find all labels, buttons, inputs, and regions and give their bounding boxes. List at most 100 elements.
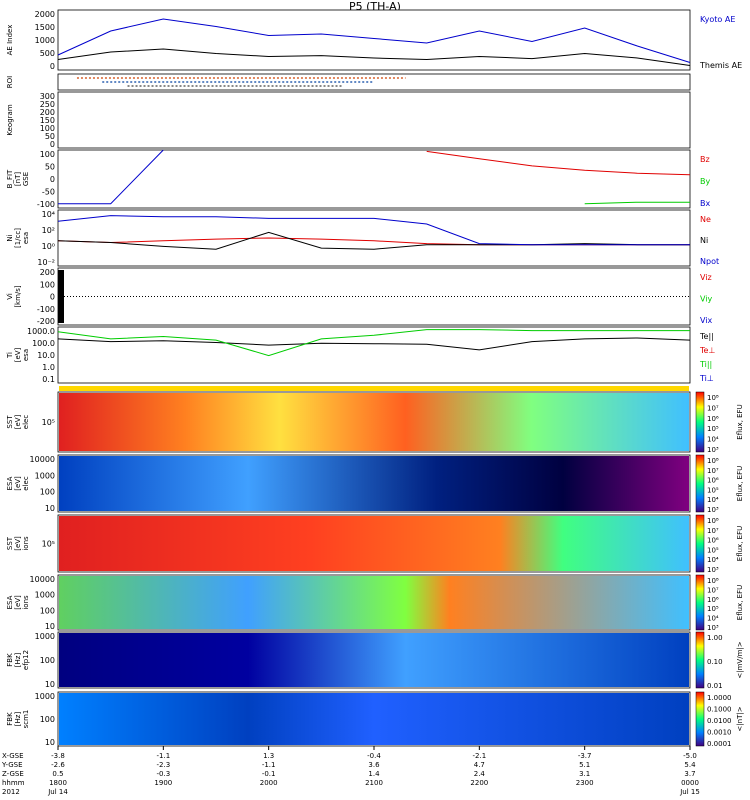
series-kyotoae-line xyxy=(57,18,691,63)
colorbar-tick: 10⁷ xyxy=(707,404,719,412)
colorbar-tick: 10⁶ xyxy=(707,596,719,604)
spectrogram-sste xyxy=(59,393,689,451)
panel-esai-tick: 100 xyxy=(40,606,55,615)
panel-bfit-ylabel: GSE xyxy=(22,172,30,186)
colorbar-cb2 xyxy=(695,454,705,513)
xaxis-tick-label: -2.1 xyxy=(472,752,486,760)
legend-ni: Ni xyxy=(700,236,708,245)
panel-ti-tick: 10.0 xyxy=(37,351,55,360)
colorbar-tick: 10⁶ xyxy=(707,477,719,485)
panel-ti-tick: 100.0 xyxy=(32,339,55,348)
xaxis-tick-label: 2200 xyxy=(470,779,488,787)
panel-fbkb-tick: 1000 xyxy=(35,692,55,701)
panel-ae-ylabel: AE Index xyxy=(6,25,14,56)
colorbar-tick: 10⁷ xyxy=(707,527,719,535)
panel-ni-tick: 10⁰ xyxy=(42,242,55,251)
panel-fbkb-ylabel: FBK xyxy=(6,712,14,726)
panel-roi-ylabel: ROI xyxy=(6,76,14,88)
panel-esai-ylabel: [eV] xyxy=(14,595,22,610)
panel-esae-ylabel: elec xyxy=(22,476,30,491)
series-te-line xyxy=(57,337,691,351)
xaxis-row-label: X-GSE xyxy=(2,752,24,760)
panel-ni-ylabel: esa xyxy=(22,232,30,244)
legend-ae: Kyoto AE xyxy=(700,15,735,24)
xaxis-tick-label: -1.1 xyxy=(262,761,276,769)
xaxis-tick-label: -2.6 xyxy=(51,761,65,769)
panel-fbke-ylabel: efp12 xyxy=(22,650,30,670)
colorbar-tick: 10⁷ xyxy=(707,586,719,594)
legend-ti: Ti|| xyxy=(699,360,712,369)
legend-bfit: Bz xyxy=(700,155,710,164)
xaxis-tick-label: -0.3 xyxy=(156,770,170,778)
colorbar-cb1 xyxy=(695,391,705,453)
colorbar-tick: 10⁶ xyxy=(707,537,719,545)
series-ti-line xyxy=(57,329,690,357)
panel-bfit-ylabel: B_FIT xyxy=(6,169,14,188)
xaxis-row-label: hhmm xyxy=(2,779,25,787)
colorbar-label: Eflux, EFU xyxy=(736,466,744,501)
panel-fbkb-tick: 100 xyxy=(40,715,55,724)
panel-bfit-tick: -50 xyxy=(42,188,55,197)
panel-ssti-tick: 10⁵ xyxy=(42,540,55,549)
orbit-bar xyxy=(59,386,689,391)
series-themisae-line xyxy=(57,48,691,66)
colorbar-label: Eflux, EFU xyxy=(736,404,744,439)
xaxis-tick-label: Jul 15 xyxy=(679,788,700,796)
panel-keogram-frame xyxy=(57,91,691,149)
colorbar-label: <|mV/m|> xyxy=(736,641,744,678)
xaxis-tick-label: 0000 xyxy=(681,779,699,787)
panel-keogram-ylabel: Keogram xyxy=(6,104,14,135)
legend-ni: Npot xyxy=(700,257,719,266)
panel-ti-tick: 1000.0 xyxy=(27,327,55,336)
legend-ni: Ne xyxy=(700,215,711,224)
panel-ae-tick: 500 xyxy=(40,49,55,58)
panel-esae-ylabel: ESA xyxy=(6,476,14,490)
colorbar-cb4 xyxy=(695,574,705,631)
xaxis-row-label: Y-GSE xyxy=(1,761,23,769)
xaxis-tick-label: 0.5 xyxy=(52,770,63,778)
xaxis-tick-label: -0.1 xyxy=(262,770,276,778)
panel-fbke-tick: 10 xyxy=(45,680,55,689)
panel-ti-ylabel: Ti xyxy=(6,352,14,359)
colorbar-tick: 10⁴ xyxy=(707,556,719,564)
series-bz-line xyxy=(426,150,691,176)
series-by-line xyxy=(584,201,690,205)
panel-fbke-tick: 1000 xyxy=(35,632,55,641)
panel-ni-tick: 10² xyxy=(42,226,55,235)
xaxis-tick-label: 2.4 xyxy=(474,770,486,778)
panel-bfit-frame xyxy=(57,149,691,209)
xaxis-tick-label: 2000 xyxy=(260,779,278,787)
panel-esai-tick: 10000 xyxy=(30,575,55,584)
legend-ti: Te⊥ xyxy=(699,346,715,355)
panel-vi-tick: 0 xyxy=(50,293,55,302)
xaxis-tick-label: 1.3 xyxy=(263,752,274,760)
panel-keogram-tick: 200 xyxy=(40,108,55,117)
panel-fbkb-ylabel: [Hz] xyxy=(14,712,22,727)
colorbar-tick: 0.0100 xyxy=(707,717,732,725)
xaxis-tick-label: -0.4 xyxy=(367,752,381,760)
colorbar-cb6 xyxy=(695,691,705,747)
colorbar-tick: 10⁵ xyxy=(707,605,719,613)
legend-vi: Viy xyxy=(700,295,713,304)
xaxis-row-label: 2012 xyxy=(2,788,20,796)
panel-esai-ylabel: ions xyxy=(22,595,30,610)
colorbar-tick: 0.0010 xyxy=(707,729,732,737)
spectrogram-fbke xyxy=(59,633,689,687)
colorbar-tick: 10⁴ xyxy=(707,496,719,504)
panel-keogram-tick: 250 xyxy=(40,100,55,109)
xaxis-tick-label: -3.8 xyxy=(51,752,65,760)
xaxis-tick-label: 1800 xyxy=(49,779,67,787)
xaxis-row-label: Z-GSE xyxy=(2,770,24,778)
colorbar-tick: 10⁸ xyxy=(707,457,719,465)
panel-bfit-tick: 0 xyxy=(50,175,55,184)
colorbar-cb3 xyxy=(695,514,705,573)
panel-ti-ylabel: esa xyxy=(22,349,30,361)
panel-bfit-tick: 100 xyxy=(40,150,55,159)
colorbar-cb5 xyxy=(695,631,705,689)
xaxis-tick-label: 5.1 xyxy=(579,761,590,769)
panel-keogram-tick: 100 xyxy=(40,124,55,133)
xaxis-tick-label: -1.1 xyxy=(156,752,170,760)
panel-vi-tick: 200 xyxy=(40,268,55,277)
panel-vi-tick: 100 xyxy=(40,280,55,289)
xaxis-tick-label: 2100 xyxy=(365,779,383,787)
